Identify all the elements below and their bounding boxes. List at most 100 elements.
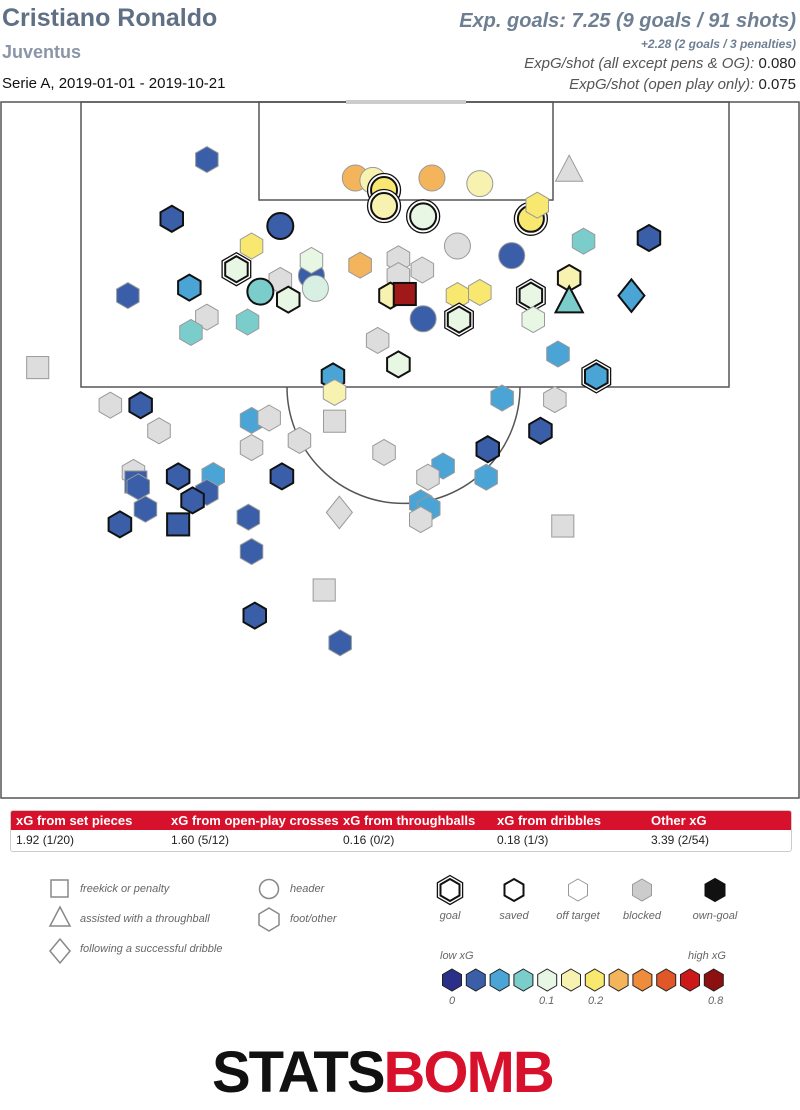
shot-marker — [543, 386, 567, 414]
shape-legend: freekick or penalty assisted with a thro… — [48, 878, 338, 965]
shot-marker — [348, 251, 372, 279]
outcome-goal-label: goal — [440, 910, 461, 922]
category-label-throughballs: xG from throughballs — [343, 813, 476, 828]
shot-marker — [287, 426, 312, 454]
shot-marker — [521, 306, 545, 334]
outcome-own-label: own-goal — [693, 910, 738, 922]
shot-marker — [410, 256, 435, 284]
shot-marker — [98, 391, 123, 419]
scale-swatches — [442, 968, 724, 992]
shots-layer — [26, 146, 662, 657]
scale-swatch — [656, 968, 677, 992]
shot-marker — [147, 417, 171, 445]
circle-icon — [258, 878, 280, 900]
legend: freekick or penalty assisted with a thro… — [48, 874, 738, 1007]
shot-marker — [236, 503, 261, 531]
shot-marker — [116, 282, 140, 310]
outcome-goal-icon — [436, 874, 464, 906]
shot-marker — [553, 284, 585, 314]
goal-line-marker — [346, 100, 466, 104]
xg-per-shot-open-label: ExpG/shot (open play only): — [569, 76, 755, 93]
shot-marker — [386, 350, 411, 379]
shot-marker — [416, 463, 440, 491]
outcome-off-label: off target — [556, 910, 600, 922]
shot-marker — [528, 416, 553, 445]
shot-map — [0, 100, 800, 799]
logo-stats: STATS — [212, 1040, 386, 1105]
shot-marker — [328, 629, 352, 657]
shot-marker — [372, 438, 396, 466]
six-yard-box — [258, 101, 554, 201]
statsbomb-logo: STATSBOMB — [212, 1040, 555, 1105]
legend-circle-label: header — [290, 883, 326, 895]
shot-marker — [166, 512, 191, 537]
category-label-dribbles: xG from dribbles — [497, 813, 602, 828]
shot-marker — [299, 246, 324, 274]
scale-low-label: low xG — [440, 950, 474, 962]
diamond-icon — [49, 937, 71, 965]
category-value-dribbles: 0.18 (1/3) — [497, 833, 549, 847]
shot-marker — [405, 199, 441, 234]
shot-marker — [466, 170, 494, 198]
shot-marker — [177, 273, 202, 302]
shot-marker — [107, 510, 133, 539]
shot-marker — [325, 495, 353, 530]
outcome-legend: goal saved off target blocked own-goal — [436, 874, 738, 922]
category-value-other: 3.39 (2/54) — [651, 833, 710, 847]
legend-triangle-label: assisted with a throughball — [80, 913, 210, 925]
xg-per-shot-value: 0.080 — [758, 55, 796, 72]
shot-marker — [128, 391, 153, 420]
shot-marker — [409, 305, 437, 333]
shot-marker — [323, 409, 347, 433]
category-header-bar — [11, 811, 791, 830]
xg-color-scale: low xG high xG 0 0.1 0.2 0.8 — [440, 950, 726, 1007]
scale-swatch — [537, 968, 558, 992]
scale-swatch — [584, 968, 605, 992]
shot-marker — [498, 242, 526, 270]
player-name: Cristiano Ronaldo — [2, 4, 218, 32]
shot-marker — [165, 462, 191, 491]
category-value-throughballs: 0.16 (0/2) — [343, 833, 395, 847]
penalty-area — [80, 101, 730, 388]
scale-high-label: high xG — [688, 950, 726, 962]
scale-tick-0-8: 0.8 — [708, 995, 724, 1007]
shot-marker — [366, 188, 402, 224]
scale-swatch — [561, 968, 581, 992]
category-label-crosses: xG from open-play crosses — [171, 813, 339, 828]
outcome-saved-icon — [503, 877, 525, 903]
outcome-own-icon — [704, 877, 726, 903]
shot-marker — [239, 434, 264, 462]
logo-bomb: BOMB — [383, 1040, 555, 1105]
shot-marker — [474, 463, 498, 491]
legend-square-label: freekick or penalty — [80, 883, 171, 895]
shot-marker — [239, 232, 264, 260]
scale-swatch — [489, 968, 510, 992]
shot-marker — [266, 212, 295, 240]
triangle-icon — [48, 905, 72, 927]
shot-marker — [443, 232, 471, 260]
shot-marker — [515, 278, 546, 313]
scale-swatch — [632, 968, 653, 992]
xg-per-shot-open-row: ExpG/shot (open play only): 0.075 — [569, 76, 796, 93]
category-value-set-pieces: 1.92 (1/20) — [16, 833, 75, 847]
shot-marker — [322, 378, 347, 406]
xg-per-shot-open-value: 0.075 — [758, 76, 796, 93]
scale-swatch — [680, 968, 700, 992]
scale-tick-0-1: 0.1 — [539, 995, 554, 1007]
shot-marker — [636, 223, 662, 253]
xg-per-shot-row: ExpG/shot (all except pens & OG): 0.080 — [524, 55, 796, 72]
shot-marker — [475, 435, 500, 464]
square-icon — [50, 879, 69, 898]
shot-marker — [26, 356, 50, 380]
shot-marker — [276, 285, 301, 314]
shot-marker — [221, 251, 252, 287]
scale-tick-0: 0 — [449, 995, 456, 1007]
legend-diamond-label: following a successful dribble — [80, 943, 222, 955]
hexagon-icon — [258, 907, 280, 932]
outcome-blocked-icon — [632, 878, 652, 902]
shot-marker — [617, 277, 646, 314]
shot-marker — [546, 340, 570, 368]
shot-marker — [301, 274, 329, 302]
category-value-crosses: 1.60 (5/12) — [171, 833, 230, 847]
legend-hexagon-label: foot/other — [290, 913, 338, 925]
